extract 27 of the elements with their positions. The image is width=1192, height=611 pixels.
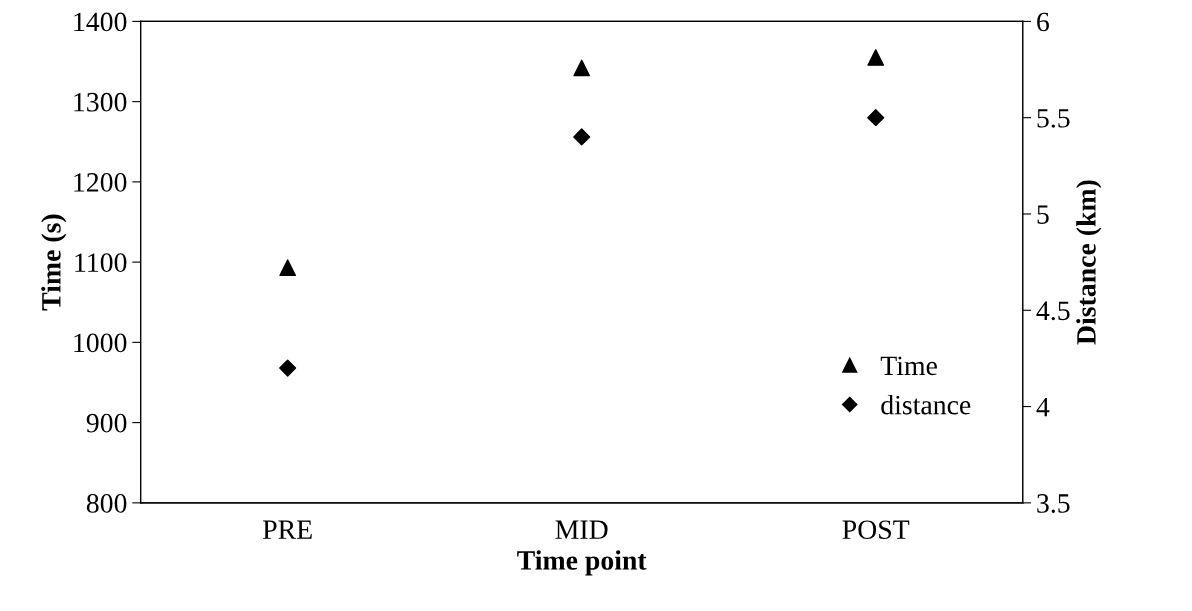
y-tick-label: 1300: [74, 92, 127, 112]
y-tick-label: 900: [86, 413, 127, 433]
y-axis-title: Time (s): [41, 214, 67, 311]
point: [573, 59, 591, 77]
y2-tick-label: 3.5: [1037, 494, 1070, 513]
point: [279, 259, 297, 277]
point: [279, 359, 297, 377]
x-tick-label: PRE: [263, 520, 312, 539]
y-tick-label: 1100: [75, 253, 127, 273]
y2-axis-title: Distance (km): [1076, 180, 1102, 345]
y-tick-label: 800: [86, 494, 127, 513]
x-tick-label: MID: [555, 520, 608, 539]
y-tick-label: 1200: [74, 173, 127, 192]
y2-tick-label: 5.5: [1037, 109, 1070, 128]
y2-tick-label: 4: [1036, 397, 1050, 417]
point: [867, 109, 885, 127]
x-axis-title: Time point: [517, 550, 647, 576]
point: [573, 128, 591, 146]
y2-tick-label: 6: [1037, 12, 1049, 32]
legend-label: distance: [881, 394, 971, 415]
y-tick-label: 1000: [74, 333, 127, 353]
y2-tick-label: 4.5: [1036, 301, 1070, 321]
x-tick-label: POST: [842, 520, 910, 540]
legend-label: Time: [880, 356, 937, 376]
y-tick-label: 1400: [74, 12, 127, 32]
y2-tick-label: 5: [1037, 205, 1049, 224]
point: [867, 49, 885, 66]
